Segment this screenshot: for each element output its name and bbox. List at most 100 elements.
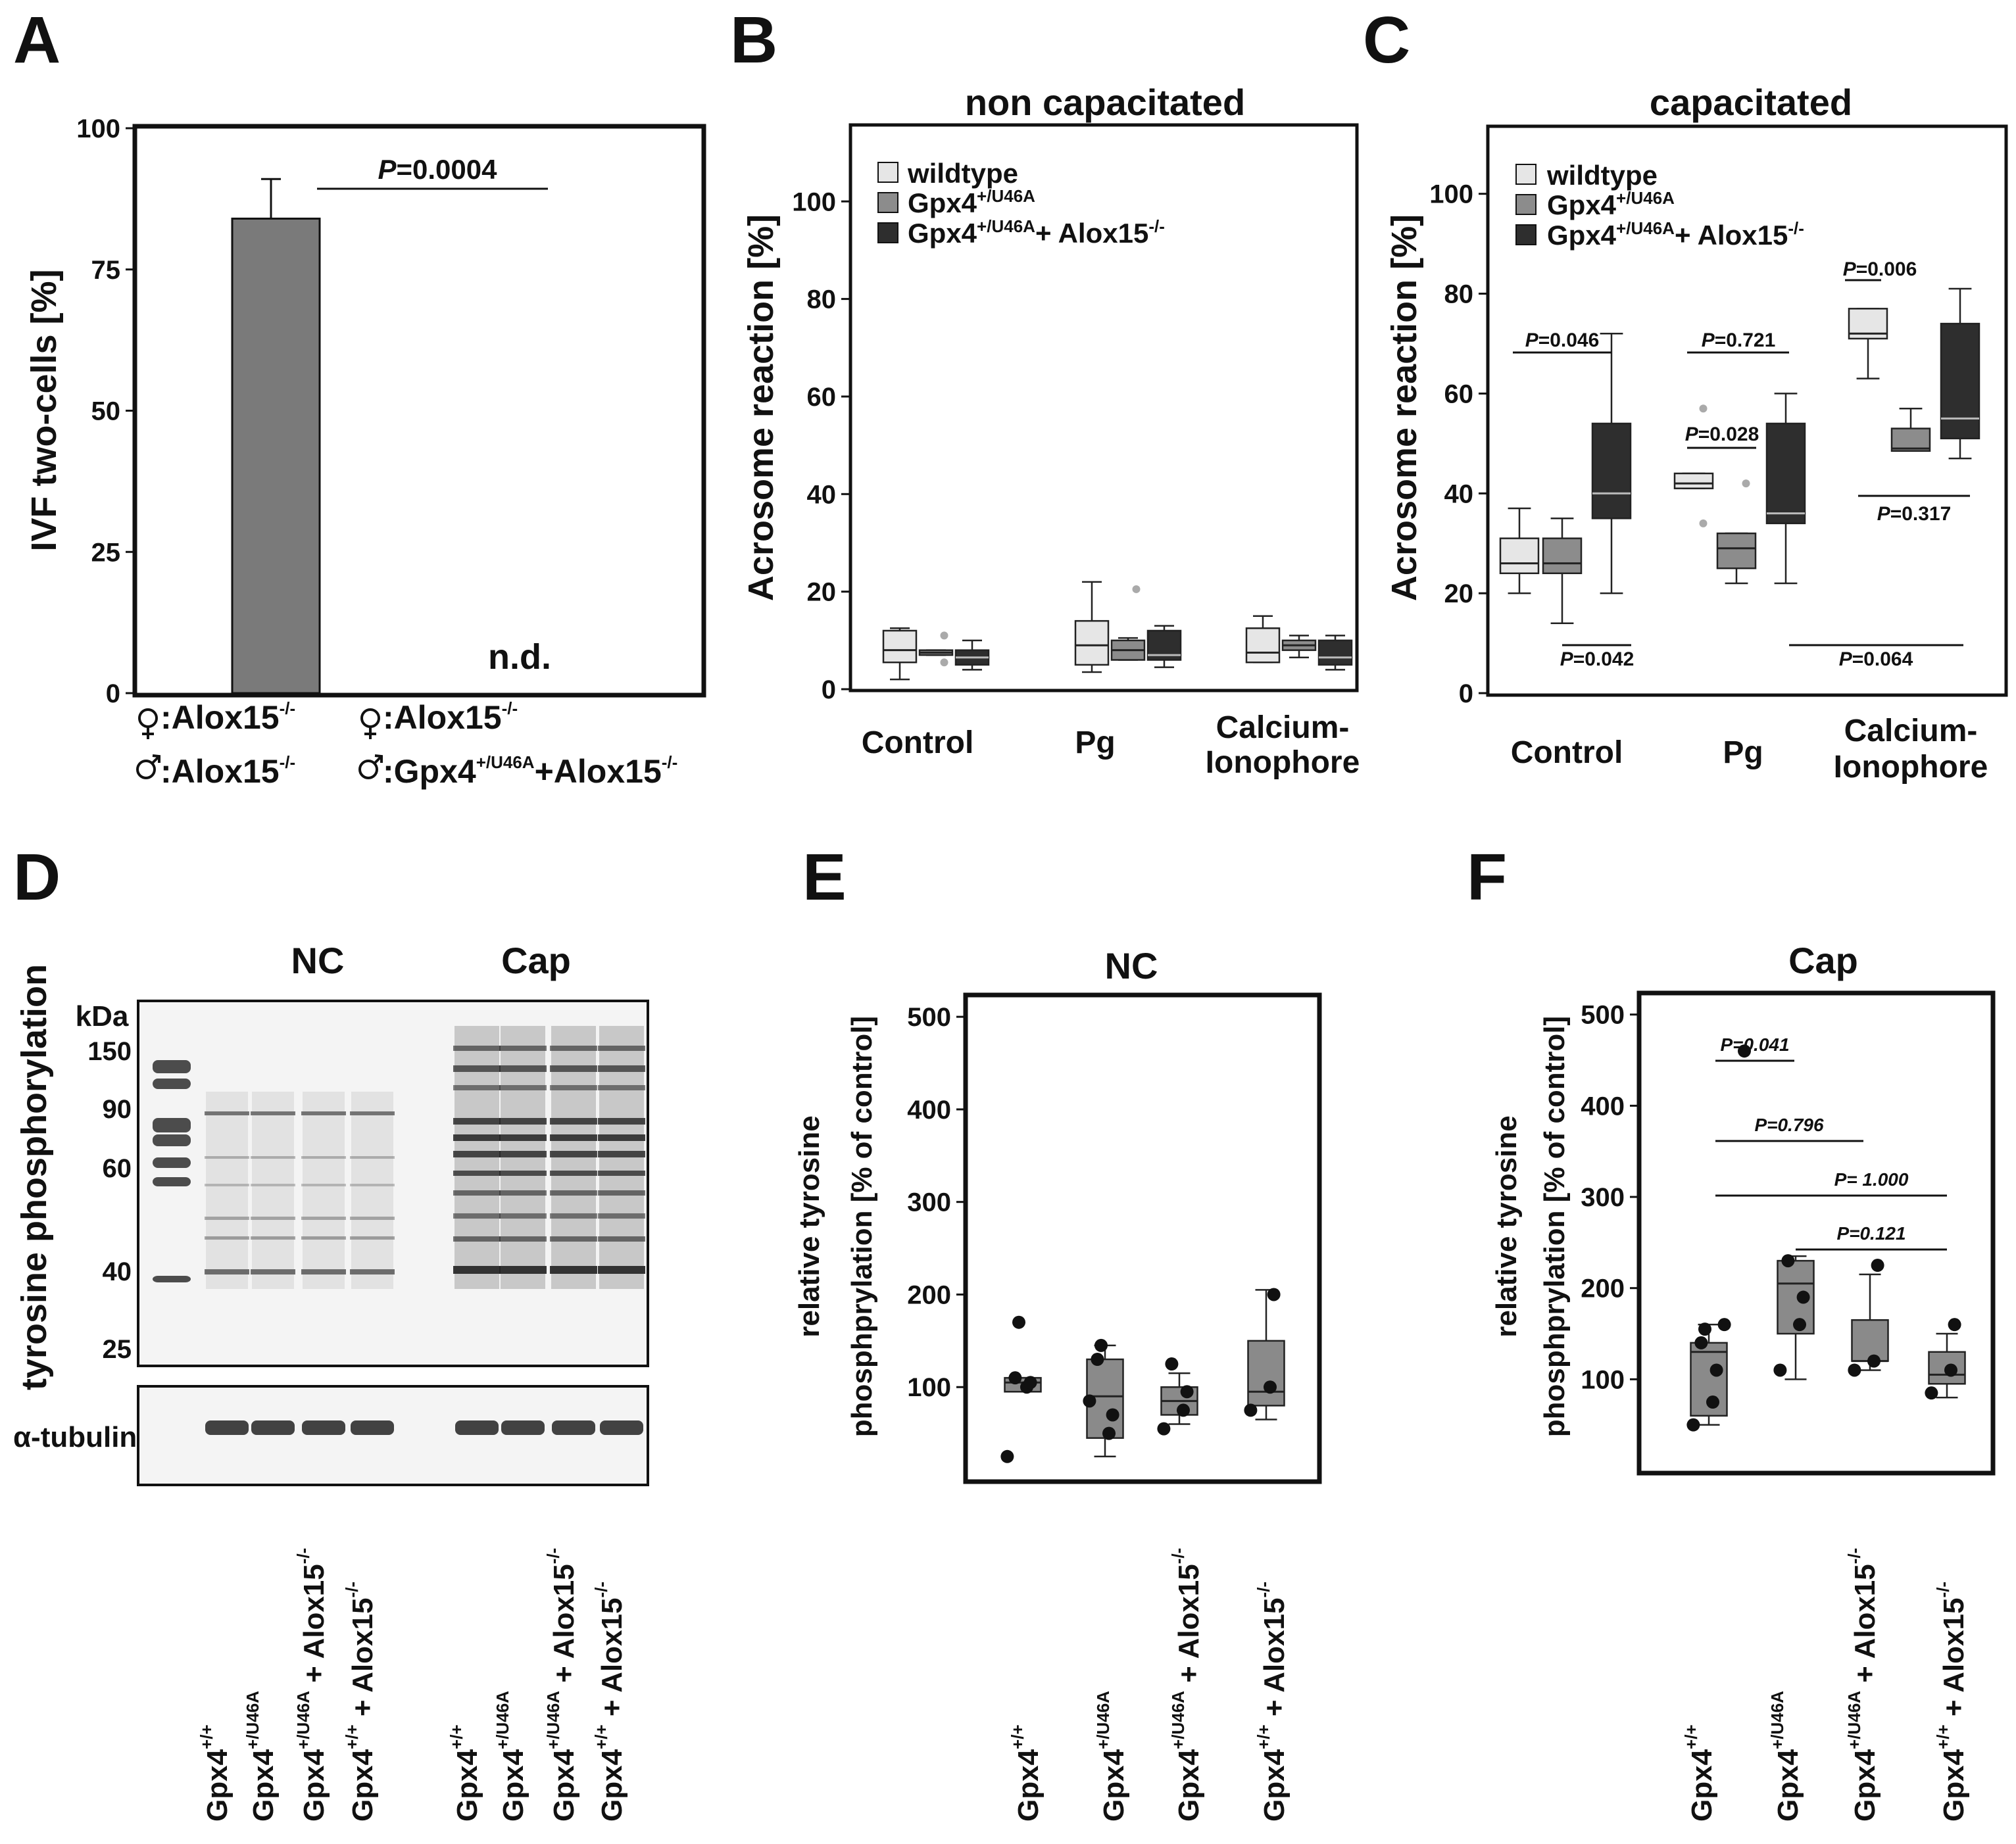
outlier-point bbox=[1699, 519, 1708, 527]
lane-smear-nc-0 bbox=[206, 1092, 248, 1289]
band-nc-2-5 bbox=[301, 1269, 346, 1274]
band-nc-1-0 bbox=[251, 1111, 295, 1115]
lane-label-nc-2: Gpx4+/U46A + Alox15-/- bbox=[293, 1548, 330, 1822]
data-point-2 bbox=[1165, 1357, 1179, 1371]
marker-25: 25 bbox=[103, 1335, 132, 1364]
marker-150: 150 bbox=[87, 1037, 132, 1066]
boxes-f bbox=[1686, 1044, 1966, 1432]
band-cap-0-4 bbox=[453, 1134, 501, 1141]
lane-tail: + Alox15 bbox=[596, 1598, 628, 1725]
box-group-2 bbox=[1157, 1357, 1198, 1436]
data-point-2 bbox=[1180, 1385, 1194, 1399]
band-nc-1-4 bbox=[251, 1236, 295, 1240]
data-point-1 bbox=[1091, 1353, 1104, 1366]
loading-control-label: α-tubulin bbox=[13, 1421, 137, 1453]
chart-title-f: Cap bbox=[1788, 940, 1858, 981]
legend-c: wildtype Gpx4+/U46A Gpx4+/U46A+ Alox15-/… bbox=[1515, 160, 1804, 251]
panel-letter-d: D bbox=[13, 840, 61, 914]
box-iqr bbox=[1673, 472, 1714, 489]
lane-sup: +/+ bbox=[197, 1724, 216, 1749]
y-tick-label: 60 bbox=[807, 383, 837, 412]
data-point-outlier bbox=[1738, 1044, 1751, 1058]
band-cap-0-1 bbox=[453, 1065, 501, 1072]
boxes-b bbox=[882, 581, 1353, 681]
y-tick-label: 20 bbox=[807, 578, 837, 607]
category-label-ca-c-2: Ionophore bbox=[1834, 750, 1988, 785]
lane-tail: + Alox15 bbox=[347, 1598, 379, 1725]
band-cap-2-7 bbox=[550, 1190, 597, 1196]
boxes-c bbox=[1499, 287, 1980, 624]
band-nc-2-1 bbox=[301, 1156, 346, 1159]
p-value-f-4: P=0.121 bbox=[1836, 1223, 1905, 1244]
ladder-band-1 bbox=[153, 1079, 191, 1089]
category-label-control-b: Control bbox=[862, 725, 974, 760]
lane-smear-nc-1 bbox=[252, 1092, 294, 1289]
plot-frame-a bbox=[132, 124, 706, 698]
y-axis-label-c: Acrosome reaction [%] bbox=[1385, 214, 1424, 601]
data-point-0 bbox=[1686, 1418, 1700, 1432]
band-cap-1-5 bbox=[499, 1151, 547, 1157]
ladder-band-2 bbox=[153, 1118, 191, 1132]
genotype-tail: + Alox15 bbox=[1258, 1598, 1291, 1725]
y-tick-label: 50 bbox=[91, 397, 121, 426]
genotype-sup: +/+ bbox=[1933, 1724, 1953, 1749]
data-point-3 bbox=[1948, 1318, 1961, 1332]
female-genotype-2: :Alox15-/- bbox=[383, 698, 518, 736]
y-axis-label-a: IVF two-cells [%] bbox=[24, 269, 64, 551]
box-iqr bbox=[1765, 422, 1806, 525]
panel-b: B non capacitated Acrosome reaction [%] … bbox=[730, 3, 1360, 780]
band-cap-1-10 bbox=[499, 1266, 547, 1274]
y-ticks-b: 0 20 40 60 80 100 bbox=[792, 187, 850, 704]
box-gpx4-u46a-0 bbox=[1542, 517, 1583, 624]
y-tick-label: 0 bbox=[106, 679, 120, 708]
y-ticks-a: 0 25 50 75 100 bbox=[76, 114, 135, 708]
box-wildtype-0 bbox=[882, 627, 918, 681]
y-tick-label: 400 bbox=[1581, 1092, 1625, 1121]
lane-base: Gpx4 bbox=[201, 1749, 234, 1822]
y-tick-label: 200 bbox=[1581, 1274, 1625, 1303]
band-nc-3-4 bbox=[350, 1236, 395, 1240]
band-nc-3-2 bbox=[350, 1184, 395, 1186]
genotype-tail-sup: -/- bbox=[1844, 1548, 1864, 1565]
genotype-base: Gpx4 bbox=[1258, 1749, 1291, 1822]
p-value-c-1: P=0.046 bbox=[1525, 329, 1600, 351]
marker-40: 40 bbox=[103, 1257, 132, 1286]
plot-frame-e bbox=[963, 992, 1322, 1484]
y-tick-label: 400 bbox=[907, 1096, 951, 1125]
box-gpx4-u46a-alox15--0 bbox=[954, 639, 990, 671]
data-point-0 bbox=[1694, 1336, 1708, 1349]
y-axis-label-f-2: phosphprylation [% of control] bbox=[1538, 1016, 1571, 1437]
p-value-c-5: P=0.006 bbox=[1843, 258, 1917, 280]
data-point-0 bbox=[1709, 1363, 1723, 1377]
significance-annotations-c: P=0.046 P=0.042 P=0.721 P=0.028 P=0.006 … bbox=[1513, 258, 1970, 670]
box-gpx4-u46a-1 bbox=[1716, 479, 1757, 585]
y-tick-label: 0 bbox=[1459, 679, 1473, 708]
panel-letter-a: A bbox=[13, 3, 61, 77]
p-value-c-2: P=0.042 bbox=[1560, 648, 1635, 670]
genotype-tail: + Alox15 bbox=[1938, 1598, 1970, 1725]
box-gpx4-u46a-0 bbox=[918, 631, 954, 667]
y-tick-label: 100 bbox=[1429, 180, 1473, 209]
band-nc-0-3 bbox=[205, 1217, 249, 1220]
lane-sup: +/U46A bbox=[543, 1691, 563, 1749]
data-point-3 bbox=[1264, 1380, 1277, 1394]
tubulin-band-6 bbox=[552, 1420, 595, 1435]
panel-letter-e: E bbox=[802, 840, 847, 914]
band-cap-0-5 bbox=[453, 1151, 501, 1157]
genotype-sup: +/+ bbox=[1681, 1724, 1701, 1749]
genotype-sup: +/U46A bbox=[1844, 1691, 1864, 1749]
data-point-1 bbox=[1083, 1394, 1096, 1408]
nd-label: n.d. bbox=[488, 637, 551, 677]
lane-tail-sup: -/- bbox=[293, 1548, 313, 1565]
data-point-0 bbox=[1023, 1376, 1037, 1390]
y-ticks-e: 100 200 300 400 500 bbox=[907, 1003, 966, 1402]
data-point-1 bbox=[1094, 1338, 1108, 1352]
plot-frame-f bbox=[1636, 990, 1996, 1476]
band-cap-3-3 bbox=[598, 1118, 645, 1125]
genotype-tail: + Alox15 bbox=[1173, 1564, 1205, 1691]
band-cap-3-2 bbox=[598, 1085, 645, 1090]
data-point-3 bbox=[1244, 1403, 1258, 1417]
box-group-3 bbox=[1925, 1318, 1966, 1400]
category-label-ca-b-1: Calcium- bbox=[1216, 710, 1350, 745]
lane-sup: +/+ bbox=[591, 1724, 611, 1749]
